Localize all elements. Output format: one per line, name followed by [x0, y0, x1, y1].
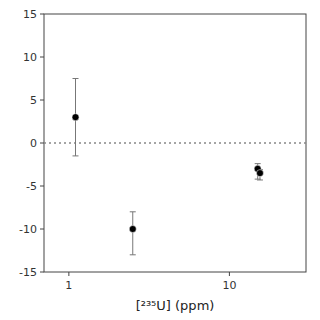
plot-area [44, 79, 306, 255]
y-tick [40, 186, 44, 187]
y-tick [40, 272, 44, 273]
y-tick-label: 5 [30, 94, 37, 107]
data-point [129, 226, 136, 233]
x-axis-label: [²³⁵U] (ppm) [136, 298, 215, 313]
plot-frame [44, 14, 306, 272]
x-tick-label: 10 [222, 279, 236, 292]
y-tick [40, 57, 44, 58]
x-tick-label: 1 [65, 279, 72, 292]
error-bar-cap [73, 78, 79, 79]
y-tick [40, 100, 44, 101]
error-bar [130, 212, 136, 255]
reference-line [44, 142, 306, 144]
error-bar-cap [257, 179, 263, 180]
x-tick [229, 272, 230, 276]
y-tick-label: -5 [26, 180, 37, 193]
error-bar-cap [73, 155, 79, 156]
data-point [72, 114, 79, 121]
y-tick-label: 15 [23, 8, 37, 21]
error-bar [257, 170, 263, 180]
y-tick [40, 229, 44, 230]
y-tick-label: -10 [19, 223, 37, 236]
y-tick-label: 10 [23, 51, 37, 64]
error-bar [73, 79, 79, 156]
y-tick-label: 0 [30, 137, 37, 150]
error-bar-cap [130, 211, 136, 212]
y-tick [40, 143, 44, 144]
x-tick [68, 272, 69, 276]
error-bar-cap [130, 254, 136, 255]
y-tick-label: -15 [19, 266, 37, 279]
error-bar-cap [255, 163, 261, 164]
chart-container: -15 -10 -5 0 5 10 15 1 10 [²³⁵U] (ppm) [0, 0, 320, 320]
y-tick [40, 14, 44, 15]
chart-svg: -15 -10 -5 0 5 10 15 1 10 [²³⁵U] (ppm) [0, 0, 320, 320]
error-bar-stem [132, 212, 133, 255]
data-point [256, 170, 263, 177]
